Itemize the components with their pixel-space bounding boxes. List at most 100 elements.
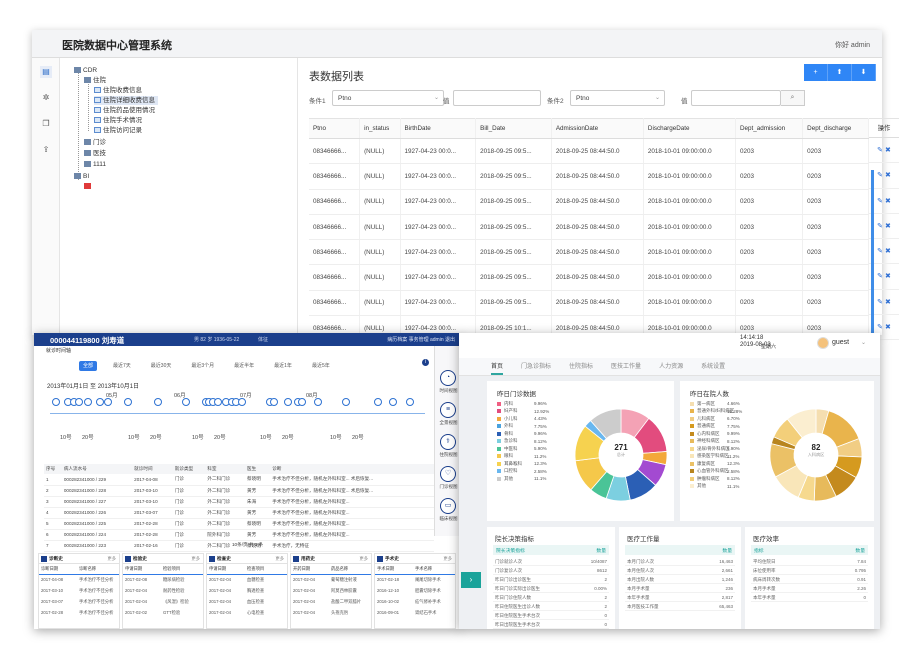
range-tab[interactable]: 最近1年: [274, 363, 292, 369]
more-link[interactable]: 更多: [359, 556, 368, 561]
tree-node-item[interactable]: 住院药品使用情况: [94, 106, 155, 115]
nav-tab[interactable]: 门急诊指标: [521, 364, 552, 370]
column-header[interactable]: 就诊类型: [172, 464, 206, 474]
column-header[interactable]: BirthDate: [400, 118, 477, 139]
chevron-down-icon[interactable]: ⌄: [861, 340, 867, 346]
nav-tab[interactable]: 住院指标: [569, 364, 594, 370]
table-row[interactable]: 7 000282341000 / 223 2017-02-16 门诊 外二科门诊 蔡晓明手…: [44, 540, 434, 552]
list-icon[interactable]: ≡: [440, 402, 456, 418]
column-header[interactable]: Dept_discharge: [802, 118, 869, 139]
list-item[interactable]: 2017-02-28 手术治疗不佳分析: [39, 608, 119, 619]
column-header[interactable]: 科室: [205, 464, 246, 474]
range-tab[interactable]: 最近5年: [311, 363, 330, 369]
list-item[interactable]: 2017-02-04 阿莫西林胶囊: [291, 586, 371, 597]
timeline-event-dot[interactable]: [52, 398, 60, 406]
edit-icon[interactable]: ✎: [877, 324, 884, 332]
timeline-event-dot[interactable]: [270, 398, 278, 406]
timeline-event-dot[interactable]: [96, 398, 104, 406]
table-row[interactable]: 08346666... (NULL) 1927-04-23 00:0... 2018-…: [309, 138, 869, 165]
range-tab[interactable]: 最近30天: [150, 363, 172, 369]
search-button[interactable]: ⌕: [781, 90, 805, 106]
scrollbar[interactable]: [871, 170, 874, 340]
tree-node-item[interactable]: 住院手术情况: [94, 116, 142, 125]
tree-node-1111[interactable]: 1111: [84, 160, 106, 169]
stethoscope-icon[interactable]: ♡: [440, 466, 456, 482]
timeline-event-dot[interactable]: [298, 398, 306, 406]
table-row[interactable]: 3 000282341000 / 227 2017-03-10 门诊 外二科门诊 朱海 手术…: [44, 496, 434, 508]
list-item[interactable]: 2017-03-07 手术治疗不佳分析: [39, 597, 119, 608]
list-item[interactable]: 2016-12-10 胆囊切除手术: [375, 586, 455, 597]
table-row[interactable]: 08346666... (NULL) 1927-04-23 00:0... 2018-…: [309, 189, 869, 215]
value1-input[interactable]: [453, 90, 541, 106]
info-icon[interactable]: i: [422, 359, 429, 366]
list-item[interactable]: 2017-02-02 GTT检验: [123, 608, 203, 619]
column-header[interactable]: Bill_Date: [475, 118, 552, 139]
column-header[interactable]: 医生: [245, 464, 271, 474]
more-link[interactable]: 更多: [191, 556, 200, 561]
condition2-select[interactable]: Ptno ⌄: [570, 90, 665, 106]
column-header[interactable]: 就诊时间: [132, 464, 173, 474]
timeline-event-dot[interactable]: [342, 398, 350, 406]
list-item[interactable]: 2016-10-02 疝气修补手术: [375, 597, 455, 608]
timeline-event-dot[interactable]: [238, 398, 246, 406]
range-tab[interactable]: 最近3个月: [191, 363, 215, 369]
timeline-event-dot[interactable]: [104, 398, 112, 406]
table-row[interactable]: 5 000282341000 / 225 2017-02-28 门诊 外二科门诊 蔡晓明手…: [44, 518, 434, 530]
timeline-event-dot[interactable]: [284, 398, 292, 406]
view-switch-label[interactable]: 时间视图: [439, 388, 458, 393]
value2-input[interactable]: [691, 90, 781, 106]
donut-slice[interactable]: [589, 408, 622, 440]
edit-icon[interactable]: ✎: [877, 248, 884, 256]
list-item[interactable]: 2017-02-08 糖尿病检验: [123, 575, 203, 586]
gear-icon[interactable]: ✲: [42, 93, 50, 102]
username[interactable]: guest: [832, 339, 850, 346]
list-item[interactable]: 2017-02-04 血糖检查: [207, 575, 287, 586]
column-header[interactable]: in_status: [359, 118, 401, 139]
list-item[interactable]: 2017-02-18 阑尾切除手术: [375, 575, 455, 586]
table-row[interactable]: 08346666... (NULL) 1927-04-23 00:0... 2018-…: [309, 290, 869, 317]
delete-icon[interactable]: ✖: [884, 248, 891, 256]
list-item[interactable]: 2017-02-04 头孢克肟: [291, 608, 371, 619]
bookmark-icon[interactable]: ❐: [42, 119, 50, 128]
timeline-event-dot[interactable]: [214, 398, 222, 406]
column-header[interactable]: AdmissionDate: [551, 118, 644, 139]
user-greeting[interactable]: 你好 admin: [834, 42, 870, 49]
list-item[interactable]: 2017-02-04 耐药性检验: [123, 586, 203, 597]
timeline-event-dot[interactable]: [314, 398, 322, 406]
delete-icon[interactable]: ✖: [884, 324, 891, 332]
header-links[interactable]: 病历档案 事务管理 admin 退出: [387, 337, 455, 343]
table-row[interactable]: 08346666... (NULL) 1927-04-23 00:0... 2018-…: [309, 163, 869, 190]
list-item[interactable]: 2017-04-08 手术治疗不佳分析: [39, 575, 119, 586]
delete-icon[interactable]: ✖: [884, 273, 891, 281]
tree-node-outpatient[interactable]: 门诊: [84, 138, 106, 147]
column-header[interactable]: Ptno: [309, 118, 361, 139]
edit-icon[interactable]: ✎: [877, 147, 884, 154]
tree-node-medtech[interactable]: 医技: [84, 149, 106, 158]
list-item[interactable]: 2017-02-04 血压检查: [207, 597, 287, 608]
list-item[interactable]: 2017-03-10 手术治疗不佳分析: [39, 586, 119, 597]
timeline-event-dot[interactable]: [154, 398, 162, 406]
more-link[interactable]: 更多: [107, 556, 116, 561]
tree-node-item[interactable]: 住院收费信息: [94, 86, 142, 95]
table-icon[interactable]: ▤: [40, 66, 52, 78]
column-header[interactable]: 病人流水号: [61, 464, 133, 474]
header-extra[interactable]: 体征: [258, 337, 269, 343]
delete-icon[interactable]: ✖: [884, 172, 891, 180]
view-switch-label[interactable]: 全景视图: [439, 420, 458, 425]
condition1-select[interactable]: Ptno ⌄: [332, 90, 444, 106]
edit-icon[interactable]: ✎: [877, 222, 884, 230]
timeline-event-dot[interactable]: [182, 398, 190, 406]
view-switch-label[interactable]: 门诊视图: [439, 484, 458, 489]
upload-button[interactable]: ⬆: [828, 64, 852, 81]
edit-icon[interactable]: ✎: [877, 197, 884, 205]
list-item[interactable]: 2017-02-04 《风湿》检验: [123, 597, 203, 608]
edit-icon[interactable]: ✎: [877, 298, 884, 306]
edit-icon[interactable]: ✎: [877, 172, 884, 180]
table-row[interactable]: 1 000282341000 / 229 2017-04-08 门诊 外二科门诊 蔡晓明手…: [44, 474, 434, 486]
tree-node-bi[interactable]: BI: [74, 172, 89, 181]
table-row[interactable]: 2 000282341000 / 228 2017-03-10 门诊 外二科门诊 黄芳 手术…: [44, 485, 434, 497]
timeline-event-dot[interactable]: [406, 398, 414, 406]
nav-tab[interactable]: 系统设置: [701, 364, 726, 370]
upload-icon[interactable]: ⇪: [42, 145, 50, 154]
timeline-event-dot[interactable]: [84, 398, 92, 406]
